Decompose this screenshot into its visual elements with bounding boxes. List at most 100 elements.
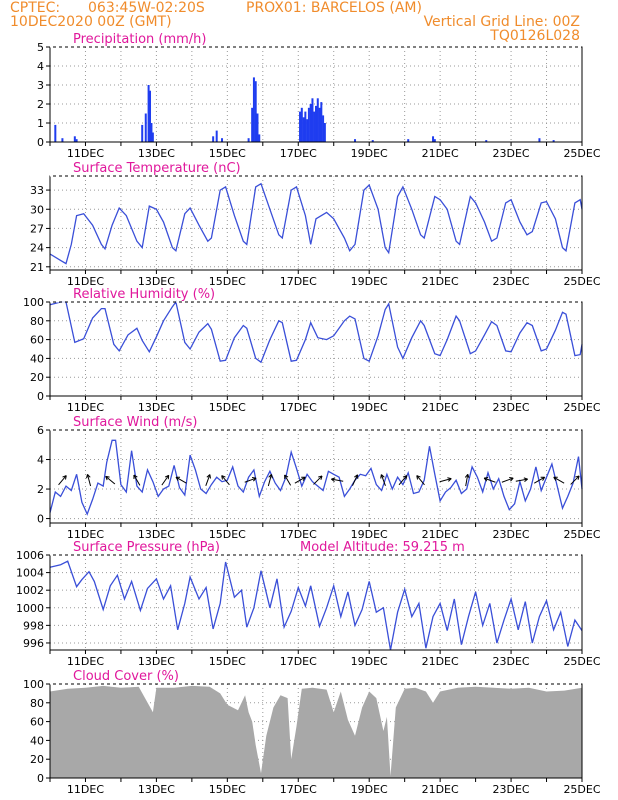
- precip-bar: [313, 111, 316, 142]
- wind-arrow-shaft: [294, 476, 306, 484]
- wind-arrow-head: [510, 477, 514, 482]
- x-tick-label: 23DEC: [493, 147, 530, 160]
- precip-bar: [300, 107, 303, 142]
- wind-arrow: [175, 476, 187, 484]
- wind-arrow: [352, 474, 359, 486]
- y-tick-label: 0: [37, 772, 44, 785]
- wind-arrow-shaft: [439, 478, 452, 483]
- y-tick-label: 996: [23, 637, 44, 650]
- wind-arrow-head: [164, 474, 169, 478]
- wind-arrow-head: [484, 477, 489, 479]
- wind-arrow-shaft: [58, 475, 67, 486]
- precip-bar: [407, 139, 410, 142]
- wind-arrow-head: [416, 475, 419, 480]
- panel-cloud-cover: 0 20 40 60 80 100 Cloud Cover (%) 11DEC 13DEC 15D…: [23, 669, 601, 796]
- x-tick-label: 11DEC: [67, 275, 104, 288]
- precip-bar: [215, 130, 218, 142]
- wind-arrow-head: [105, 475, 110, 478]
- wind-arrow-head: [524, 478, 528, 483]
- x-tick-label: 15DEC: [209, 783, 246, 796]
- wind-arrow-shaft: [398, 475, 408, 486]
- precip-bar: [433, 139, 436, 142]
- wind-arrow-head: [483, 477, 488, 482]
- precip-bar: [315, 105, 317, 142]
- precip-bar: [311, 98, 314, 142]
- x-tick-label: 17DEC: [280, 528, 317, 541]
- wind-arrow-shaft: [313, 475, 323, 485]
- wind-arrow-head: [320, 475, 323, 480]
- y-tick-label: 30: [30, 203, 44, 216]
- y-tick-label: 1006: [16, 549, 44, 562]
- wind-arrow-head: [270, 474, 273, 479]
- x-tick-label: 11DEC: [67, 147, 104, 160]
- wind-arrow-head: [133, 474, 138, 478]
- wind-arrow-head: [464, 473, 469, 478]
- wind-arrow-head: [251, 477, 257, 479]
- wind-arrow-head: [302, 476, 306, 481]
- header-station: PROX01: BARCELOS (AM): [246, 0, 422, 16]
- wind-arrow-shaft: [175, 476, 187, 484]
- precip-bar: [251, 107, 254, 142]
- precip-bar: [144, 113, 147, 142]
- x-tick-label: 25DEC: [563, 275, 600, 288]
- x-tick-label: 15DEC: [209, 401, 246, 414]
- x-tick-label: 23DEC: [493, 401, 530, 414]
- model-altitude: Model Altitude: 59.215 m: [300, 540, 465, 555]
- wind-arrow-shaft: [267, 474, 272, 487]
- header-date: 10DEC2020 00Z (GMT): [10, 14, 172, 30]
- panel-title: Precipitation (mm/h): [73, 32, 206, 47]
- wind-arrow: [380, 474, 386, 486]
- x-tick-label: 21DEC: [422, 275, 459, 288]
- x-tick-label: 25DEC: [563, 655, 600, 668]
- x-tick-label: 25DEC: [563, 528, 600, 541]
- wind-arrow-shaft: [515, 478, 528, 482]
- wind-arrow-shaft: [205, 474, 211, 486]
- x-tick-label: 11DEC: [67, 528, 104, 541]
- wind-arrow: [313, 475, 323, 485]
- wind-arrow: [464, 473, 470, 487]
- y-tick-label: 27: [30, 222, 44, 235]
- y-tick-label: 2: [37, 98, 44, 111]
- y-tick-label: 40: [30, 352, 44, 365]
- wind-arrow: [205, 474, 211, 486]
- x-tick-label: 21DEC: [422, 147, 459, 160]
- wind-arrow-shaft: [161, 474, 170, 486]
- wind-arrow: [294, 476, 306, 484]
- series-line: [49, 439, 583, 516]
- wind-arrow-head: [105, 476, 108, 481]
- wind-arrow-shaft: [553, 476, 565, 484]
- wind-arrow: [86, 474, 92, 487]
- y-tick-label: 1: [37, 117, 44, 130]
- y-tick-label: 60: [30, 334, 44, 347]
- wind-arrow-shaft: [331, 478, 344, 482]
- wind-arrow-head: [523, 477, 528, 480]
- x-tick-label: 23DEC: [493, 655, 530, 668]
- y-tick-label: 4: [37, 60, 44, 73]
- x-tick-label: 13DEC: [138, 401, 175, 414]
- wind-arrow: [570, 475, 580, 485]
- x-tick-label: 23DEC: [493, 528, 530, 541]
- x-tick-label: 13DEC: [138, 275, 175, 288]
- wind-arrow: [533, 476, 546, 484]
- y-tick-label: 6: [37, 424, 44, 437]
- y-tick-label: 100: [23, 296, 44, 309]
- x-tick-label: 19DEC: [351, 401, 388, 414]
- panel-title: Surface Pressure (hPa): [73, 540, 220, 555]
- wind-arrow-shaft: [284, 474, 292, 486]
- x-tick-label: 15DEC: [209, 528, 246, 541]
- y-tick-label: 998: [23, 619, 44, 632]
- precip-bar: [432, 136, 435, 142]
- wind-arrow: [331, 477, 344, 483]
- precip-bar: [141, 124, 144, 142]
- wind-arrow-head: [542, 476, 546, 481]
- wind-arrow: [105, 475, 116, 485]
- precip-bar: [323, 123, 326, 142]
- header-grid-note: Vertical Grid Line: 00Z: [423, 14, 580, 30]
- y-tick-label: 3: [37, 79, 44, 92]
- wind-arrow: [161, 474, 170, 486]
- wind-arrow-head: [575, 475, 580, 478]
- wind-arrow-head: [380, 474, 382, 479]
- wind-arrow-shaft: [501, 477, 514, 483]
- y-tick-label: 0: [37, 513, 44, 526]
- header-source: CPTEC:: [10, 0, 61, 16]
